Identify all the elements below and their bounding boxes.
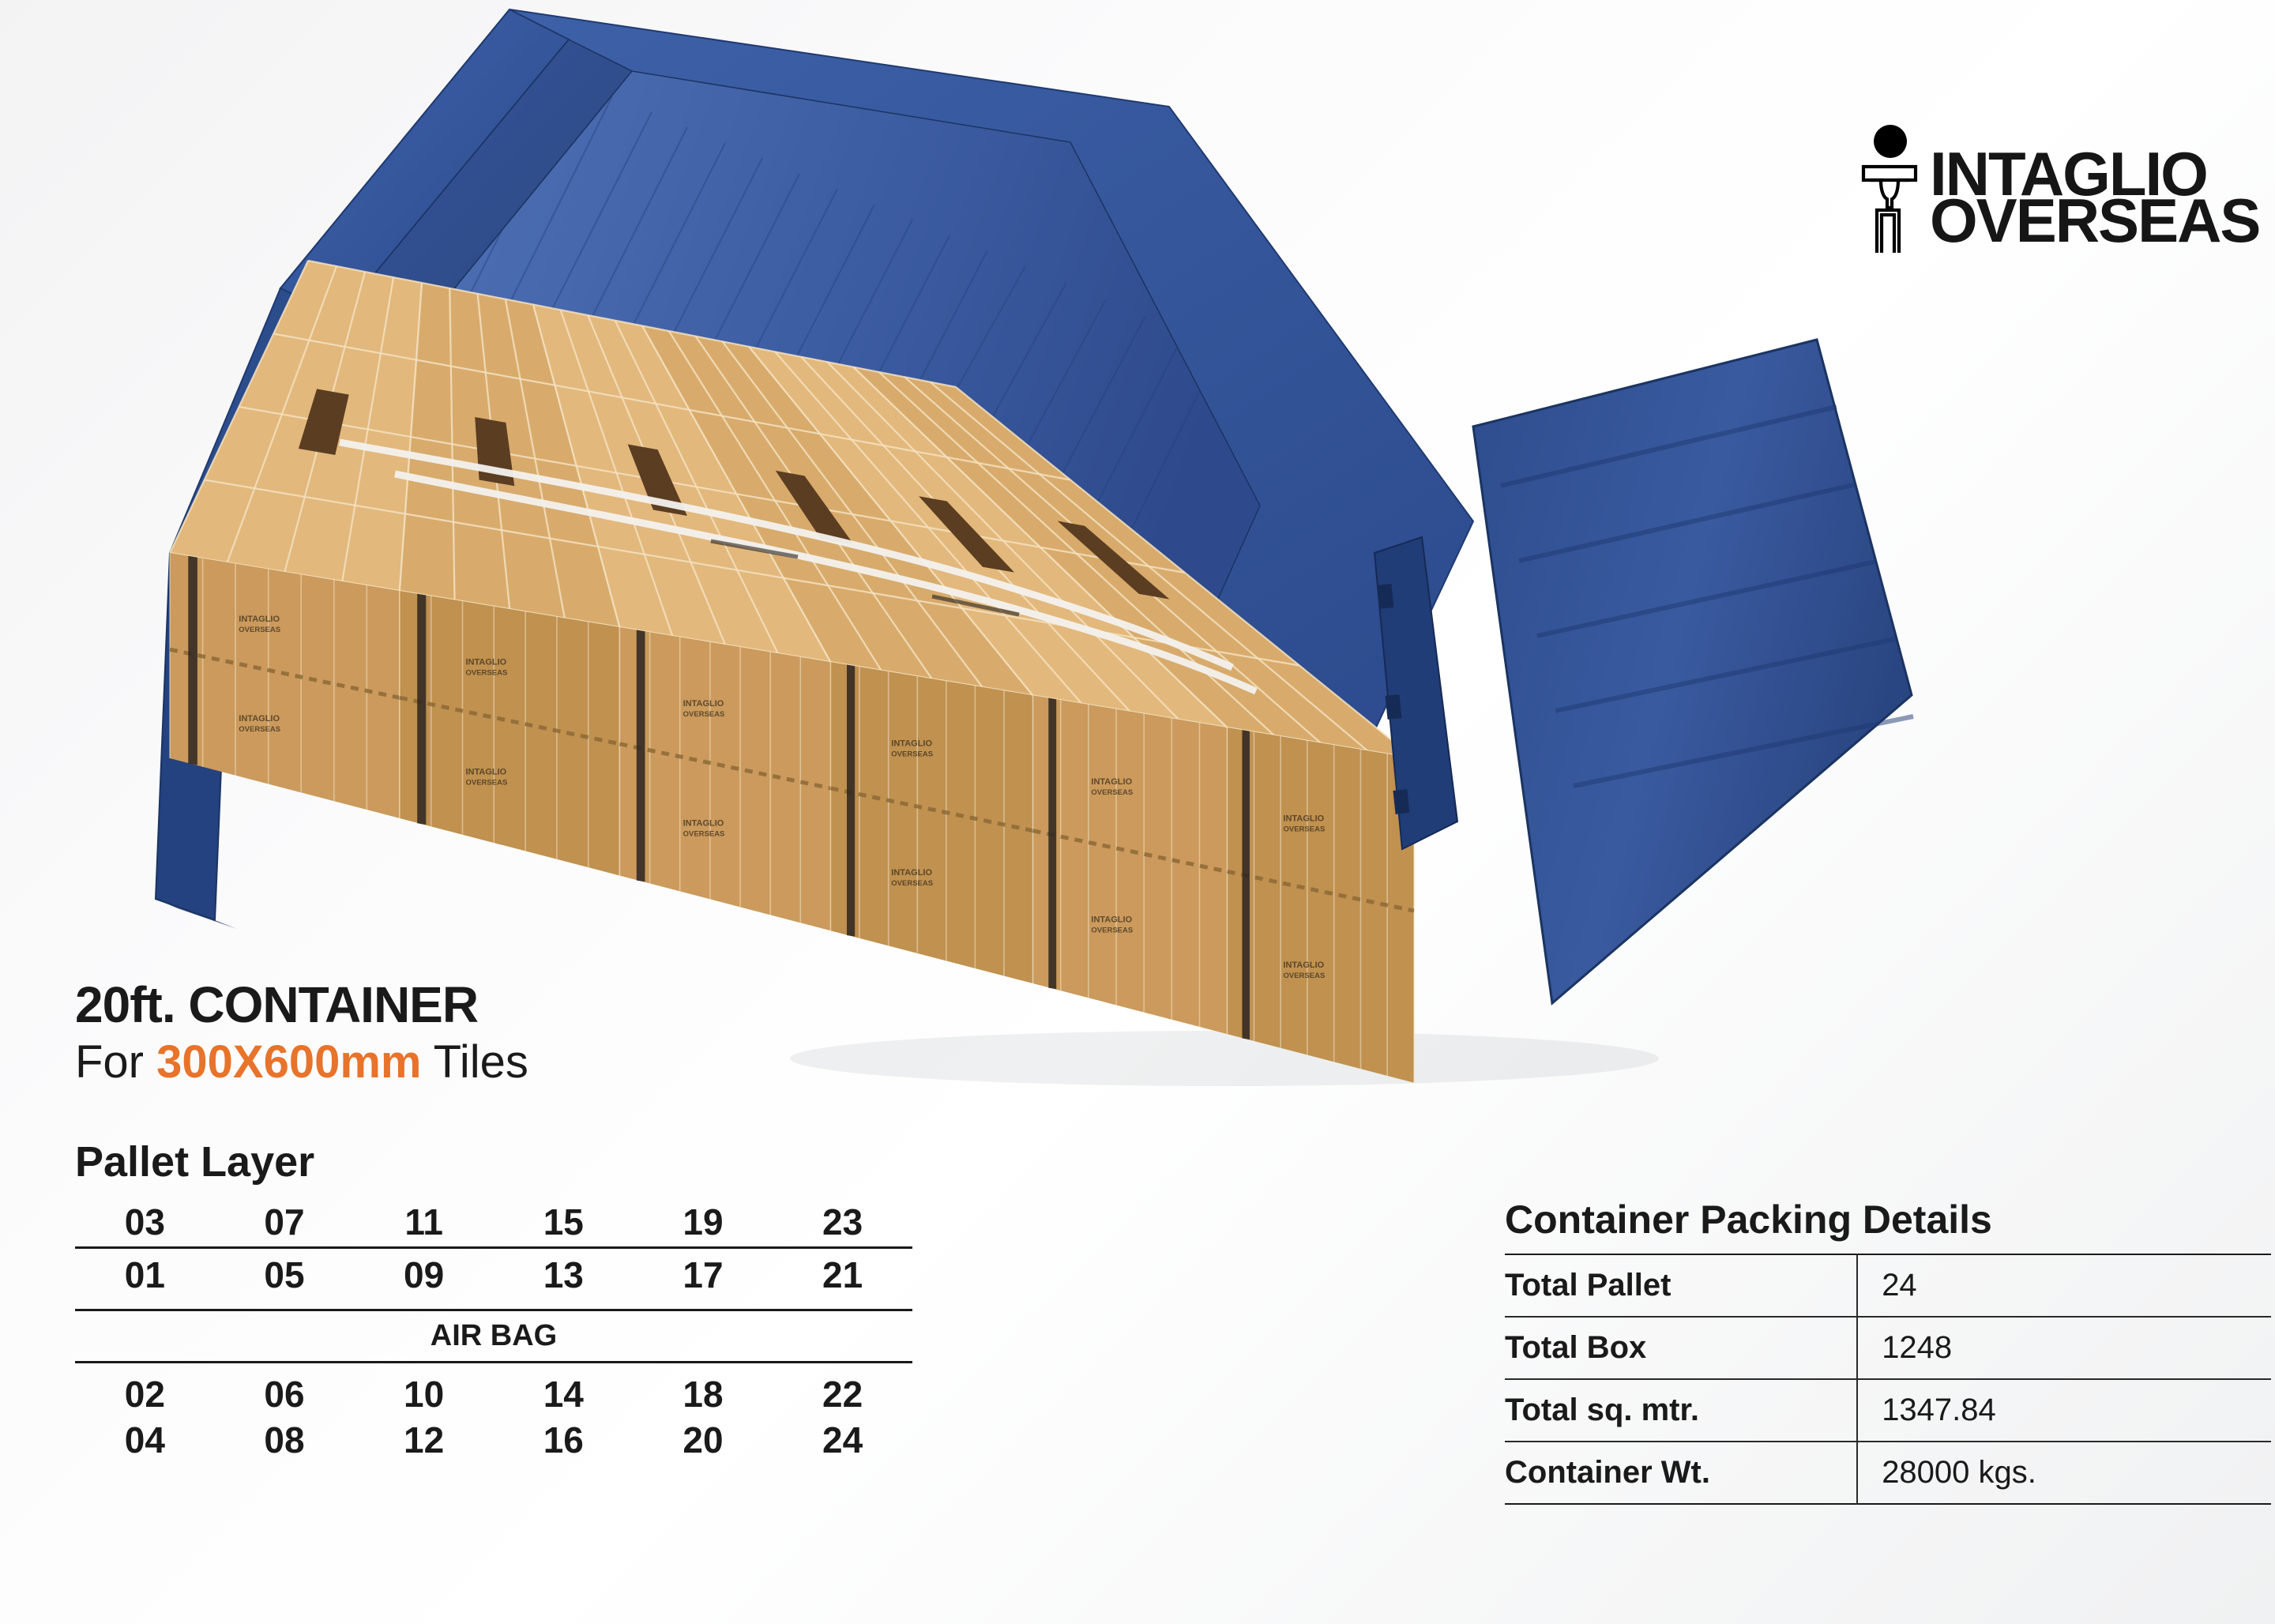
svg-text:INTAGLIO: INTAGLIO bbox=[466, 768, 507, 777]
svg-text:OVERSEAS: OVERSEAS bbox=[239, 725, 280, 734]
svg-text:INTAGLIO: INTAGLIO bbox=[1091, 777, 1132, 787]
svg-text:OVERSEAS: OVERSEAS bbox=[891, 750, 933, 759]
svg-text:OVERSEAS: OVERSEAS bbox=[1284, 972, 1326, 980]
svg-text:INTAGLIO: INTAGLIO bbox=[683, 819, 724, 829]
svg-text:INTAGLIO: INTAGLIO bbox=[683, 699, 724, 709]
svg-text:OVERSEAS: OVERSEAS bbox=[466, 669, 508, 678]
svg-text:INTAGLIO: INTAGLIO bbox=[1091, 915, 1132, 925]
svg-text:INTAGLIO: INTAGLIO bbox=[1284, 960, 1325, 970]
svg-text:OVERSEAS: OVERSEAS bbox=[1091, 927, 1133, 935]
svg-text:INTAGLIO: INTAGLIO bbox=[1284, 814, 1325, 823]
svg-text:OVERSEAS: OVERSEAS bbox=[683, 830, 725, 839]
svg-text:OVERSEAS: OVERSEAS bbox=[683, 710, 725, 719]
svg-text:OVERSEAS: OVERSEAS bbox=[239, 626, 280, 634]
svg-text:OVERSEAS: OVERSEAS bbox=[1284, 825, 1326, 833]
svg-text:OVERSEAS: OVERSEAS bbox=[466, 779, 508, 788]
svg-text:OVERSEAS: OVERSEAS bbox=[891, 879, 933, 888]
svg-text:INTAGLIO: INTAGLIO bbox=[891, 868, 932, 878]
svg-text:INTAGLIO: INTAGLIO bbox=[466, 658, 507, 667]
svg-text:OVERSEAS: OVERSEAS bbox=[1091, 788, 1133, 797]
svg-text:INTAGLIO: INTAGLIO bbox=[239, 615, 280, 624]
svg-text:INTAGLIO: INTAGLIO bbox=[891, 739, 932, 749]
svg-text:OVERSEAS: OVERSEAS bbox=[1930, 186, 2259, 253]
svg-text:INTAGLIO: INTAGLIO bbox=[239, 714, 280, 724]
